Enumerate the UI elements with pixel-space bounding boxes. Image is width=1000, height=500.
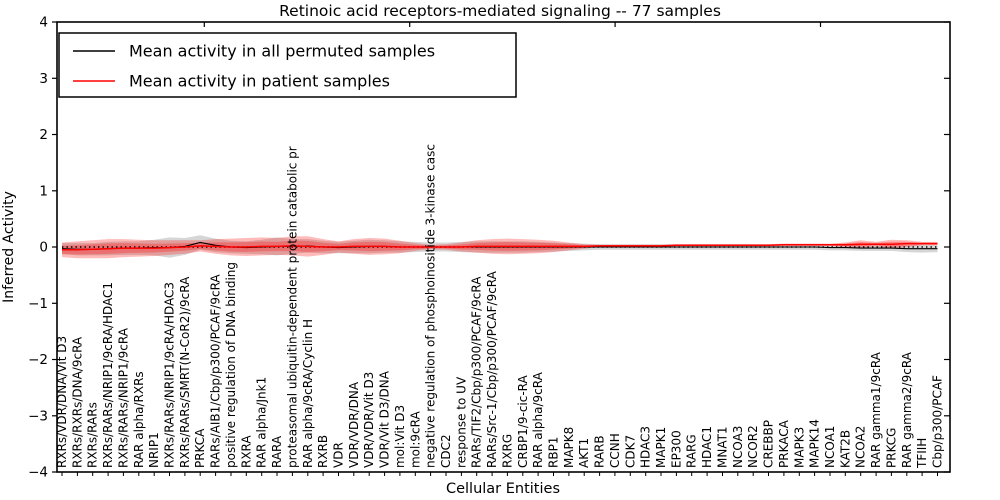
- x-axis-label: Cellular Entities: [446, 481, 560, 497]
- x-tick-label: RAR alpha/9cRA: [531, 371, 545, 468]
- x-tick-label: HDAC3: [639, 426, 653, 468]
- x-tick-label: CCNH: [608, 433, 622, 468]
- x-tick-label: VDR/VDR/DNA: [347, 381, 361, 468]
- x-tick-label: PRKCA: [193, 428, 207, 468]
- x-tick-label: MAPK14: [808, 419, 822, 468]
- x-tick-label: NCOA2: [854, 426, 868, 468]
- y-tick-label: 2: [39, 127, 48, 143]
- x-tick-label: RAR gamma2/9cRA: [900, 351, 914, 468]
- x-tick-label: PRKCG: [884, 428, 898, 468]
- x-tick-label: RXRA: [239, 435, 253, 468]
- x-tick-label: RARs/AIB1/Cbp/p300/PCAF/9cRA: [209, 274, 223, 468]
- x-tick-label: MNAT1: [716, 426, 730, 468]
- x-tick-label: RXRs/RXRs/DNA/9cRA: [70, 336, 84, 468]
- x-tick-label: RXRs/RARs/NRIP1/9cRA/HDAC1: [101, 282, 115, 468]
- x-tick-label: PRKACA: [777, 419, 791, 468]
- x-tick-label: RXRs/VDR/DNA/Vit D3: [55, 336, 69, 468]
- x-tick-label: RAR alpha/9cRA/Cyclin H: [301, 319, 315, 468]
- y-tick-label: 4: [39, 15, 48, 31]
- x-tick-label: NCOA1: [823, 426, 837, 468]
- x-tick-label: RAR alpha/Jnk1: [255, 377, 269, 468]
- x-tick-label: RARs/Src-1/Cbp/p300/PCAF/9cRA: [485, 270, 499, 468]
- x-tick-label: CRBP1/9-cic-RA: [516, 374, 530, 468]
- y-tick-label: −2: [28, 352, 48, 368]
- x-tick-label: NCOA3: [731, 426, 745, 468]
- x-tick-label: RAR alpha/RXRs: [132, 371, 146, 468]
- x-tick-label: VDR/VDR/Vit D3: [362, 372, 376, 468]
- x-tick-label: RARG: [685, 434, 699, 468]
- x-tick-label: positive regulation of DNA binding: [224, 262, 238, 468]
- x-tick-label: RBP1: [547, 437, 561, 468]
- x-tick-label: VDR: [332, 442, 346, 468]
- x-tick-label: response to UV: [454, 376, 468, 468]
- x-tick-label: mol:Vit D3: [393, 405, 407, 468]
- patient-mean-line: [62, 242, 938, 251]
- x-tick-label: RAR gamma1/9cRA: [869, 351, 883, 468]
- x-tick-label: CREBBP: [762, 420, 776, 468]
- x-tick-label: RARB: [593, 435, 607, 468]
- x-tick-label: Cbp/p300/PCAF: [931, 375, 945, 468]
- chart-title: Retinoic acid receptors-mediated signali…: [279, 2, 721, 20]
- legend-label: Mean activity in patient samples: [129, 72, 390, 91]
- legend-label: Mean activity in all permuted samples: [129, 42, 435, 61]
- x-tick-label: NRIP1: [147, 432, 161, 468]
- x-tick-label: negative regulation of phosphoinositide …: [424, 144, 438, 468]
- x-tick-label: mol:9cRA: [408, 411, 422, 468]
- x-tick-label: CDC2: [439, 434, 453, 468]
- x-tick-label: HDAC1: [700, 426, 714, 468]
- legend-box: [58, 32, 517, 98]
- x-tick-label: NCOR2: [746, 425, 760, 468]
- x-tick-label: RXRs/RARs/SMRT(N-CoR2)/9cRA: [178, 276, 192, 468]
- x-tick-label: RXRs/RARs/NRIP1/9cRA: [116, 327, 130, 468]
- x-tick-label: MAPK1: [654, 427, 668, 468]
- x-tick-label: AKT1: [577, 438, 591, 468]
- x-tick-label: KAT2B: [838, 430, 852, 468]
- x-tick-label: TFIIH: [915, 438, 929, 469]
- y-tick-label: 3: [39, 71, 48, 87]
- y-tick-label: 0: [39, 240, 48, 256]
- y-tick-label: −4: [28, 465, 48, 481]
- y-tick-label: −3: [28, 408, 48, 424]
- y-axis-label: Inferred Activity: [1, 191, 17, 303]
- legend: Mean activity in all permuted samples Mea…: [58, 32, 517, 98]
- x-tick-label: RXRs/RARs: [86, 402, 100, 468]
- x-tick-label: RARs/TIF2/Cbp/p300/PCAF/9cRA: [470, 276, 484, 468]
- x-tick-label: MAPK3: [792, 427, 806, 468]
- x-tick-label: proteasomal ubiquitin-dependent protein …: [285, 146, 299, 468]
- x-tick-label: EP300: [669, 430, 683, 468]
- x-tick-label: RXRG: [500, 434, 514, 468]
- plot-area: −4 −3 −2 −1 0 1 2 3 4 RXRs/VDR/DNA/Vit D3 RXRs/RXR…: [28, 15, 951, 481]
- x-tick-label: CDK7: [623, 435, 637, 468]
- x-tick-label: RXRs/RARs/NRIP1/9cRA/HDAC3: [163, 282, 177, 468]
- x-tick-label: MAPK8: [562, 427, 576, 468]
- y-tick-label: −1: [28, 296, 48, 312]
- y-tick-label: 1: [39, 183, 48, 199]
- x-tick-label: RXRB: [316, 435, 330, 468]
- x-tick-label: RARA: [270, 435, 284, 468]
- x-tick-label: VDR/Vit D3/DNA: [378, 370, 392, 468]
